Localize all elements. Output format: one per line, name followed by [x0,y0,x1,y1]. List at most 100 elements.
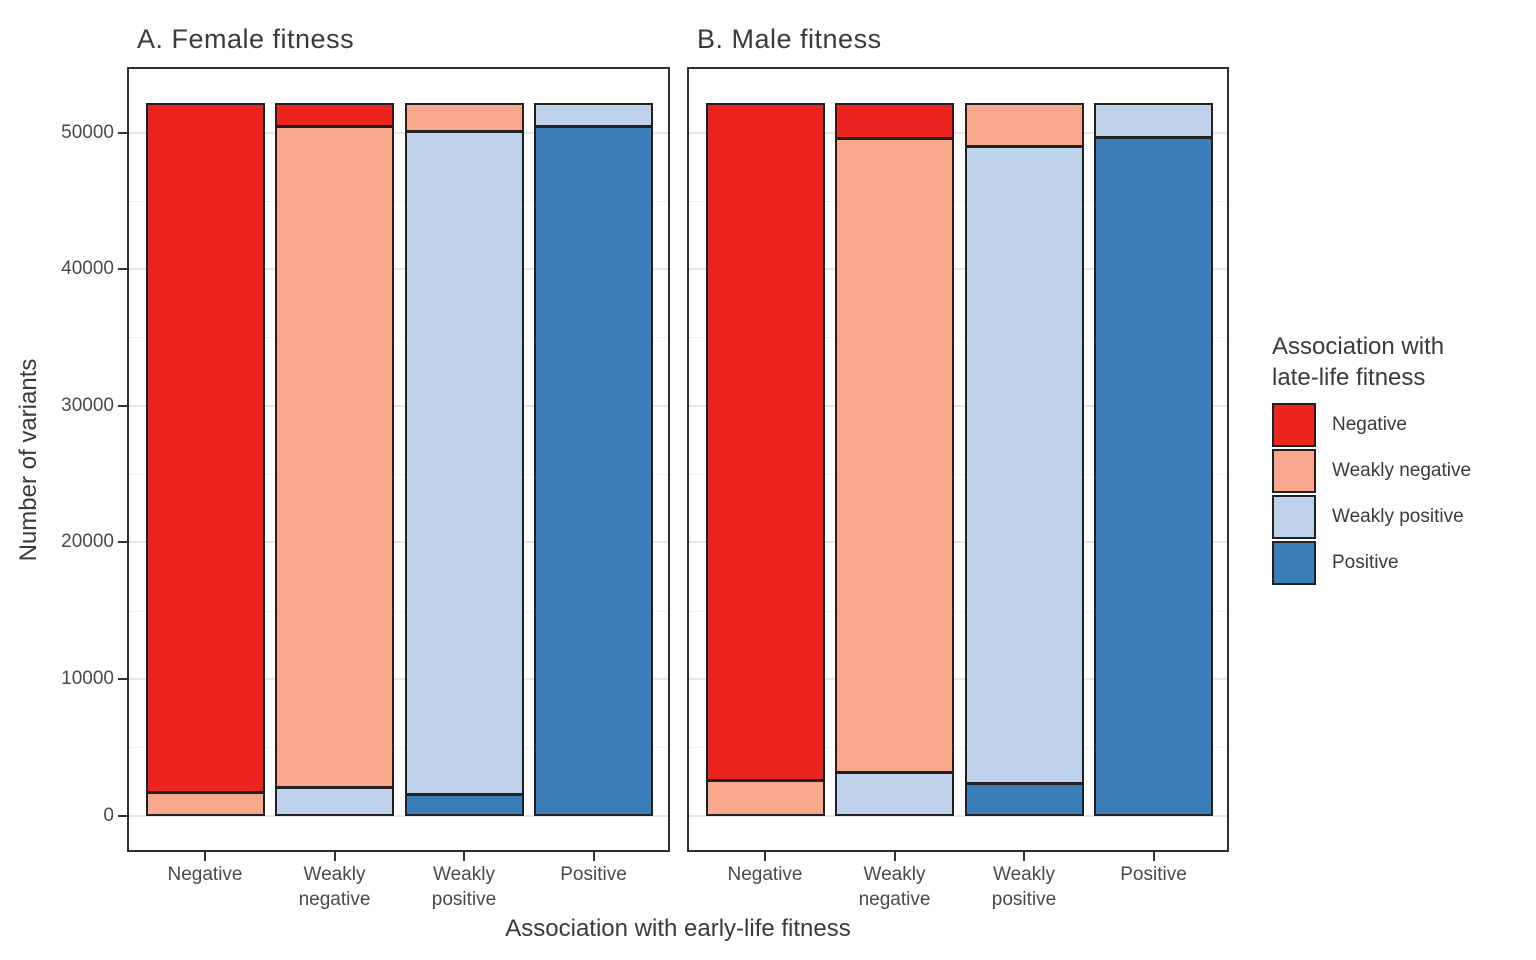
bar-segment [404,102,524,133]
x-tick-label: Weakly positive [431,864,497,910]
bar-segment [275,125,394,788]
y-tick-label: 10000 [61,667,114,689]
legend-items: Negative Weakly negative Weakly positive Po… [1272,403,1471,585]
x-axis-tick [204,852,206,861]
y-axis-tick [118,677,127,680]
legend-item-label: Negative [1332,414,1407,435]
bar-segment [404,131,524,795]
x-axis-tick [893,852,896,861]
bar-segment [1094,136,1213,816]
minor-gridline [689,337,1227,339]
legend-item: Weakly positive [1272,495,1471,539]
bar-segment [534,102,653,127]
x-tick-label: Negative [727,864,803,885]
x-axis-tick [1152,852,1155,861]
major-gridline [689,814,1227,817]
bar-segment [404,793,524,816]
minor-gridline [689,747,1227,749]
bar-segment [964,782,1084,816]
minor-gridline [129,474,668,476]
y-axis-tick [118,131,127,134]
major-gridline [129,268,668,271]
x-axis-title: Association with early-life fitness [505,915,851,942]
x-tick-label: Positive [1120,864,1187,885]
major-gridline [129,677,668,680]
legend-title-line1: Association with [1272,333,1445,360]
legend-title: Association with late-life fitness [1272,331,1471,393]
panel-title: B. Male fitness [697,24,882,54]
legend-key-swatch [1272,541,1316,585]
major-gridline [129,541,668,544]
legend: Association with late-life fitness Negat… [1272,331,1471,587]
bar-segment [145,102,265,794]
stacked-bar [534,69,653,850]
minor-gridline [129,610,668,612]
major-gridline [129,131,668,134]
legend-key-swatch [1272,403,1316,447]
minor-gridline [689,610,1227,612]
legend-item: Negative [1272,403,1471,447]
stacked-bar [275,69,394,850]
legend-item: Positive [1272,541,1471,585]
legend-key-swatch [1272,449,1316,493]
bar-segment [275,102,394,127]
minor-gridline [129,200,668,202]
bar-segment [705,102,825,781]
stacked-bar [145,69,265,850]
panel-female-fitness [127,67,670,852]
y-tick-label: 40000 [61,258,114,280]
bar-segment [275,786,394,816]
legend-item-label: Positive [1332,552,1399,573]
major-gridline [689,404,1227,407]
bar-segment [835,102,954,140]
minor-gridline [129,337,668,339]
minor-gridline [689,474,1227,476]
stacked-bar [404,69,524,850]
bar-segment [145,792,265,816]
x-tick-label: Weakly positive [991,864,1057,910]
panel-title: A. Female fitness [137,24,355,54]
minor-gridline [689,200,1227,202]
legend-item-label: Weakly positive [1332,506,1464,527]
bar-segment [1094,102,1213,138]
y-axis-tick [118,814,127,817]
y-axis-tick [118,404,127,407]
major-gridline [129,404,668,407]
x-tick-label: Positive [560,864,627,885]
bar-segment [534,125,653,816]
panel-male-fitness [687,67,1229,852]
y-tick-label: 20000 [61,531,114,553]
bar-segment [705,780,825,816]
bar-segment [835,771,954,816]
x-tick-label: Weakly negative [858,864,931,910]
y-tick-label: 30000 [61,394,114,416]
x-tick-label: Weakly negative [298,864,371,910]
stacked-bar [835,69,954,850]
bar-segment [835,138,954,773]
stacked-bar [705,69,825,850]
y-axis-title: Number of variants [15,358,42,562]
bar-segment [964,146,1084,784]
y-axis-tick [118,268,127,271]
x-axis-tick [592,852,595,861]
stacked-bar [964,69,1084,850]
x-axis-tick [463,852,465,861]
major-gridline [689,131,1227,134]
x-tick-label: Negative [167,864,243,885]
y-axis-tick [118,541,127,544]
major-gridline [689,541,1227,544]
major-gridline [689,268,1227,271]
legend-item: Weakly negative [1272,449,1471,493]
legend-item-label: Weakly negative [1332,460,1472,481]
x-axis-tick [333,852,336,861]
y-tick-label: 50000 [61,121,114,143]
stacked-bar [1094,69,1213,850]
major-gridline [129,814,668,817]
minor-gridline [129,747,668,749]
x-axis-tick [764,852,766,861]
x-axis-tick [1023,852,1025,861]
legend-title-line2: late-life fitness [1272,364,1426,391]
legend-key-swatch [1272,495,1316,539]
major-gridline [689,677,1227,680]
